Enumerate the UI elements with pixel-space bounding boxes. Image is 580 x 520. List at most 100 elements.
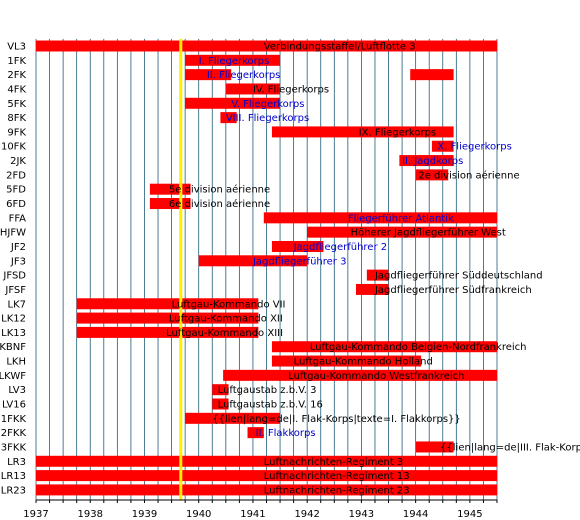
row-label: HJFW [0,228,26,239]
bar-label: Luftgau-Kommando Holland [294,357,433,368]
x-tick-label: 1944 [403,509,428,520]
x-axis: 1937 1938 1939 1940 1941 1942 1943 1944 1945 [23,499,498,520]
bar-label: Luftgau-Kommando Westfrankreich [288,371,464,382]
bar-label: IX. Fliegerkorps [359,127,436,138]
bar-label: V. Fliegerkorps [231,99,304,110]
bar-label: Luftgau-Kommando XII [169,314,283,325]
bar [271,341,497,353]
row-label: 3FKK [1,442,27,453]
row-label: LR23 [1,485,26,496]
bar-label: X. Fliegerkorps [437,142,512,153]
bar-label: II. Jagdkorps [402,156,463,167]
bar [76,312,259,324]
x-tick-label: 1939 [132,509,157,520]
bar [212,384,229,396]
row-label: LV16 [2,400,26,411]
row-label: JFSF [4,285,26,296]
bar [149,198,191,210]
bar-label: Luftnachrichten-Regiment 13 [264,471,410,482]
bar [307,226,497,238]
row-label: LK12 [1,314,26,325]
bar [247,427,264,439]
row-label: LKH [6,357,26,368]
row-label: JF2 [10,242,26,253]
bar [271,355,422,367]
x-tick-label: 1941 [240,509,265,520]
bar [185,412,281,424]
bar [366,269,389,281]
bar [225,83,281,95]
row-label: LK13 [1,328,26,339]
row-label: 2JK [10,156,26,167]
x-tick-label: 1945 [457,509,482,520]
row-label: 9FK [7,127,26,138]
bar [185,97,281,109]
row-label: 6FD [6,199,26,210]
bar-label: Luftgaustab z.b.V. 16 [218,400,323,411]
bar [36,40,497,52]
bar-label: II. Fliegerkorps [207,70,281,81]
bar [76,298,259,310]
row-label: JF3 [10,256,26,267]
bar [36,455,497,467]
bar [149,183,191,195]
row-label: 2FD [6,170,26,181]
row-label: 2FKK [1,428,27,439]
bar-label: VIII. Fliegerkorps [226,113,309,124]
row-label: 1FKK [1,414,27,425]
row-label: LR13 [1,471,26,482]
row-label: LK7 [8,299,27,310]
bar [76,326,259,338]
x-tick-label: 1940 [186,509,211,520]
bar-label: {{lien|lang=de|III. Flak-Korps|texte=III… [440,442,580,453]
bar [198,255,308,267]
bar-label: Luftgaustab z.b.V. 3 [218,385,317,396]
bars-layer [36,40,498,496]
bar [431,140,454,152]
bar-label: Jagdfliegerführer 2 [293,242,388,253]
bar [410,69,454,81]
bar-label: Luftnachrichten-Regiment 23 [264,485,410,496]
grid-lines [35,38,498,500]
bar-label: Jagdfliegerführer Süddeutschland [374,271,543,282]
bar-label: Luftnachrichten-Regiment 3 [264,457,404,468]
bar [36,484,497,496]
bar [212,398,229,410]
x-tick-label: 1938 [78,509,103,520]
x-tick-label: 1943 [349,509,374,520]
row-labels-layer: VL3 1FK 2FK 4FK 5FK 8FK 9FK 10FK 2JK 2FD 5FD 6FD FFA… [0,42,26,497]
row-label: FFA [9,213,27,224]
row-label: 5FK [7,99,26,110]
bar-label: 5e division aérienne [169,184,270,196]
bar-label: I. Fliegerkorps [199,56,270,67]
bar-label: 2e division aérienne [418,169,519,181]
x-tick-label: 1937 [23,509,48,520]
bar [223,369,498,381]
bar [185,54,281,66]
bar-label: Fliegerführer Atlantik [348,213,454,224]
bar-label: Höherer Jagdfliegerführer West [351,228,506,239]
bar [185,69,232,81]
row-label: JFSD [2,271,26,282]
bar-label: {{lien|lang=de|I. Flak-Korps|texte=I. Fl… [212,414,461,425]
row-label: 4FK [7,84,26,95]
bar [355,283,389,295]
bar [271,240,324,252]
row-label: VL3 [7,42,26,53]
bar-label: Jagdfliegerführer 3 [252,256,347,267]
bar-label: Luftgau-Kommando VII [172,299,286,310]
row-label: 10FK [1,142,26,153]
bar-label: 6e division aérienne [169,198,270,210]
row-label: 1FK [7,56,26,67]
bar [220,112,237,124]
bar-label: IV. Fliegerkorps [253,84,329,95]
bar [399,155,454,167]
x-tick-label: 1942 [294,509,319,520]
row-label: LKWF [0,371,26,382]
bar-label: Luftgau-Kommando XIII [166,328,283,339]
bar [263,212,497,224]
bar-label: Jagdfliegerführer Südfrankreich [374,285,532,296]
row-label: LV3 [8,385,26,396]
bar [415,169,449,181]
